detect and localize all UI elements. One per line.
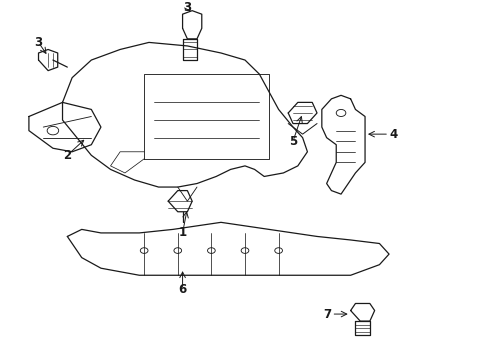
Text: 7: 7	[323, 307, 331, 320]
Polygon shape	[183, 11, 202, 39]
Text: 5: 5	[289, 135, 297, 148]
Text: 1: 1	[178, 226, 187, 239]
Text: 2: 2	[63, 149, 72, 162]
Text: 6: 6	[178, 283, 187, 296]
Text: 4: 4	[389, 128, 397, 141]
Polygon shape	[183, 39, 197, 60]
Text: 3: 3	[34, 36, 43, 49]
Polygon shape	[288, 123, 317, 134]
Polygon shape	[168, 190, 192, 212]
Polygon shape	[322, 95, 365, 194]
Polygon shape	[39, 49, 58, 71]
Polygon shape	[355, 321, 370, 335]
Polygon shape	[29, 102, 101, 152]
Polygon shape	[288, 102, 317, 123]
Polygon shape	[67, 222, 389, 275]
Polygon shape	[351, 303, 375, 321]
Text: 3: 3	[183, 1, 192, 14]
Polygon shape	[63, 42, 307, 187]
